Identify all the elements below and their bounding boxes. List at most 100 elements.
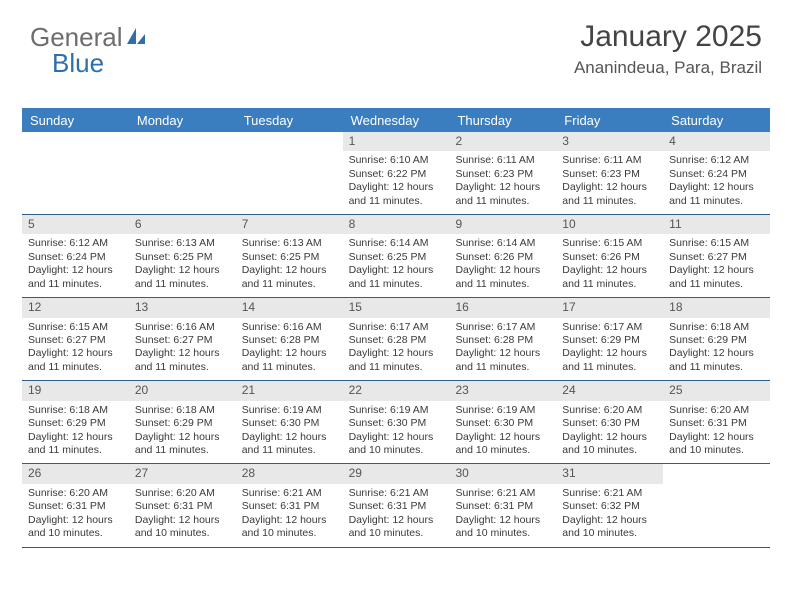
day-number: 15 — [343, 298, 450, 317]
sunrise-text: Sunrise: 6:17 AM — [562, 321, 657, 334]
sunrise-text: Sunrise: 6:11 AM — [562, 154, 657, 167]
daylight-text: Daylight: 12 hours and 11 minutes. — [455, 181, 550, 208]
calendar-row: 26 Sunrise: 6:20 AMSunset: 6:31 PM Dayligh… — [22, 464, 770, 547]
sunset-text: Sunset: 6:32 PM — [562, 500, 657, 513]
day-number: 28 — [236, 464, 343, 483]
daylight-text: Daylight: 12 hours and 11 minutes. — [455, 264, 550, 291]
daylight-text: Daylight: 12 hours and 11 minutes. — [669, 181, 764, 208]
sunset-text: Sunset: 6:28 PM — [455, 334, 550, 347]
sunrise-text: Sunrise: 6:12 AM — [669, 154, 764, 167]
day-number: 6 — [129, 215, 236, 234]
sunrise-text: Sunrise: 6:15 AM — [669, 237, 764, 250]
day-number: 21 — [236, 381, 343, 400]
day-number: 7 — [236, 215, 343, 234]
sunrise-text: Sunrise: 6:17 AM — [349, 321, 444, 334]
daylight-text: Daylight: 12 hours and 11 minutes. — [242, 347, 337, 374]
daylight-text: Daylight: 12 hours and 11 minutes. — [669, 347, 764, 374]
day-number: 27 — [129, 464, 236, 483]
calendar-cell: 30Sunrise: 6:21 AMSunset: 6:31 PMDayligh… — [449, 464, 556, 546]
day-number: 2 — [449, 132, 556, 151]
calendar-grid: 1Sunrise: 6:10 AMSunset: 6:22 PMDaylight… — [22, 132, 770, 548]
calendar-cell: 28Sunrise: 6:21 AMSunset: 6:31 PMDayligh… — [236, 464, 343, 546]
calendar-cell: 24Sunrise: 6:20 AMSunset: 6:30 PMDayligh… — [556, 381, 663, 463]
sunset-text: Sunset: 6:29 PM — [28, 417, 123, 430]
calendar-row: 19Sunrise: 6:18 AMSunset: 6:29 PMDayligh… — [22, 381, 770, 464]
calendar-cell: 7Sunrise: 6:13 AMSunset: 6:25 PMDaylight… — [236, 215, 343, 297]
calendar-cell: 13Sunrise: 6:16 AMSunset: 6:27 PMDayligh… — [129, 298, 236, 380]
calendar-cell — [663, 464, 770, 546]
sunrise-text: Sunrise: 6:21 AM — [349, 487, 444, 500]
page-title: January 2025 — [574, 20, 762, 54]
calendar-cell: 19Sunrise: 6:18 AMSunset: 6:29 PMDayligh… — [22, 381, 129, 463]
sunset-text: Sunset: 6:30 PM — [349, 417, 444, 430]
day-number: 10 — [556, 215, 663, 234]
weekday-tue: Tuesday — [236, 113, 343, 128]
calendar-cell: 18Sunrise: 6:18 AMSunset: 6:29 PMDayligh… — [663, 298, 770, 380]
sunrise-text: Sunrise: 6:21 AM — [562, 487, 657, 500]
calendar: Sunday Monday Tuesday Wednesday Thursday… — [22, 108, 770, 548]
daylight-text: Daylight: 12 hours and 11 minutes. — [349, 347, 444, 374]
sunrise-text: Sunrise: 6:18 AM — [28, 404, 123, 417]
sunset-text: Sunset: 6:31 PM — [28, 500, 123, 513]
sunset-text: Sunset: 6:23 PM — [455, 168, 550, 181]
calendar-cell: 26Sunrise: 6:20 AMSunset: 6:31 PMDayligh… — [22, 464, 129, 546]
sunrise-text: Sunrise: 6:21 AM — [242, 487, 337, 500]
sunrise-text: Sunrise: 6:16 AM — [135, 321, 230, 334]
day-number: 26 — [22, 464, 129, 483]
sunrise-text: Sunrise: 6:17 AM — [455, 321, 550, 334]
day-number: 17 — [556, 298, 663, 317]
calendar-cell: 9Sunrise: 6:14 AMSunset: 6:26 PMDaylight… — [449, 215, 556, 297]
weekday-thu: Thursday — [449, 113, 556, 128]
sunrise-text: Sunrise: 6:18 AM — [669, 321, 764, 334]
calendar-cell — [129, 132, 236, 214]
calendar-cell: 14Sunrise: 6:16 AMSunset: 6:28 PMDayligh… — [236, 298, 343, 380]
calendar-cell: 23Sunrise: 6:19 AMSunset: 6:30 PMDayligh… — [449, 381, 556, 463]
sunrise-text: Sunrise: 6:20 AM — [669, 404, 764, 417]
day-number: 24 — [556, 381, 663, 400]
sunset-text: Sunset: 6:29 PM — [135, 417, 230, 430]
sunrise-text: Sunrise: 6:10 AM — [349, 154, 444, 167]
daylight-text: Daylight: 12 hours and 10 minutes. — [455, 431, 550, 458]
sunrise-text: Sunrise: 6:19 AM — [242, 404, 337, 417]
day-number: 4 — [663, 132, 770, 151]
weekday-fri: Friday — [556, 113, 663, 128]
calendar-cell: 10Sunrise: 6:15 AMSunset: 6:26 PMDayligh… — [556, 215, 663, 297]
day-number: 23 — [449, 381, 556, 400]
sunrise-text: Sunrise: 6:16 AM — [242, 321, 337, 334]
weekday-header: Sunday Monday Tuesday Wednesday Thursday… — [22, 108, 770, 132]
calendar-row: 5Sunrise: 6:12 AMSunset: 6:24 PMDaylight… — [22, 215, 770, 298]
page: General Blue January 2025 Ananindeua, Pa… — [0, 0, 792, 612]
calendar-cell: 16Sunrise: 6:17 AMSunset: 6:28 PMDayligh… — [449, 298, 556, 380]
sunset-text: Sunset: 6:25 PM — [242, 251, 337, 264]
calendar-cell: 22Sunrise: 6:19 AMSunset: 6:30 PMDayligh… — [343, 381, 450, 463]
daylight-text: Daylight: 12 hours and 11 minutes. — [242, 264, 337, 291]
day-number: 8 — [343, 215, 450, 234]
sunset-text: Sunset: 6:29 PM — [562, 334, 657, 347]
sunset-text: Sunset: 6:24 PM — [28, 251, 123, 264]
sunset-text: Sunset: 6:31 PM — [669, 417, 764, 430]
day-number: 1 — [343, 132, 450, 151]
sunset-text: Sunset: 6:30 PM — [455, 417, 550, 430]
calendar-cell — [236, 132, 343, 214]
sunset-text: Sunset: 6:25 PM — [135, 251, 230, 264]
daylight-text: Daylight: 12 hours and 11 minutes. — [135, 431, 230, 458]
day-number: 22 — [343, 381, 450, 400]
daylight-text: Daylight: 12 hours and 10 minutes. — [349, 514, 444, 541]
weekday-sun: Sunday — [22, 113, 129, 128]
day-number: 5 — [22, 215, 129, 234]
daylight-text: Daylight: 12 hours and 10 minutes. — [455, 514, 550, 541]
sunrise-text: Sunrise: 6:20 AM — [28, 487, 123, 500]
day-number: 13 — [129, 298, 236, 317]
calendar-cell: 20Sunrise: 6:18 AMSunset: 6:29 PMDayligh… — [129, 381, 236, 463]
calendar-cell: 17Sunrise: 6:17 AMSunset: 6:29 PMDayligh… — [556, 298, 663, 380]
calendar-cell: 21Sunrise: 6:19 AMSunset: 6:30 PMDayligh… — [236, 381, 343, 463]
weekday-sat: Saturday — [663, 113, 770, 128]
sunset-text: Sunset: 6:27 PM — [669, 251, 764, 264]
daylight-text: Daylight: 12 hours and 11 minutes. — [135, 264, 230, 291]
sunrise-text: Sunrise: 6:14 AM — [349, 237, 444, 250]
sunset-text: Sunset: 6:28 PM — [242, 334, 337, 347]
daylight-text: Daylight: 12 hours and 11 minutes. — [28, 347, 123, 374]
sunset-text: Sunset: 6:23 PM — [562, 168, 657, 181]
sunrise-text: Sunrise: 6:15 AM — [562, 237, 657, 250]
sunset-text: Sunset: 6:24 PM — [669, 168, 764, 181]
